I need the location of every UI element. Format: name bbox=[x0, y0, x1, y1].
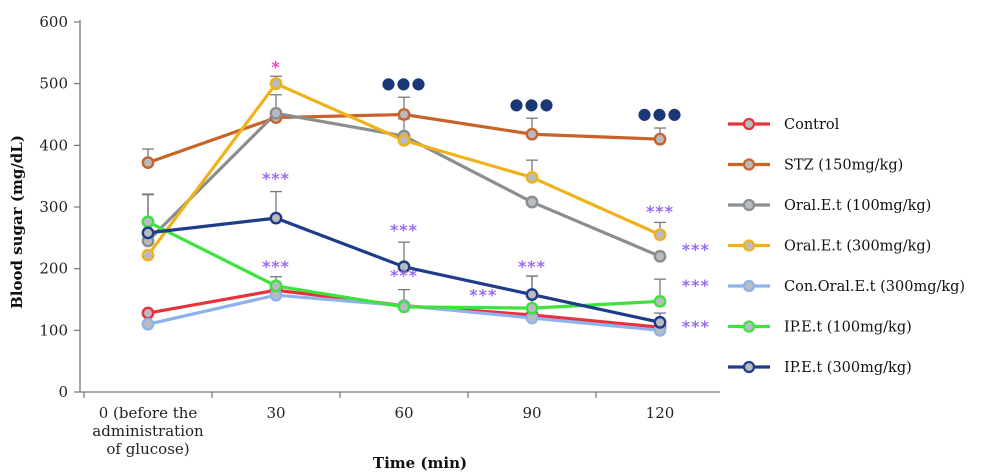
data-point bbox=[141, 226, 155, 240]
data-point bbox=[653, 294, 667, 308]
x-tick-label: 30 bbox=[266, 404, 285, 422]
data-point bbox=[397, 133, 411, 147]
legend-label: Oral.E.t (100mg/kg) bbox=[784, 198, 931, 214]
legend-swatch-marker bbox=[742, 320, 756, 333]
axes bbox=[74, 20, 720, 398]
legend-label: Oral.E.t (300mg/kg) bbox=[784, 239, 931, 255]
data-point bbox=[653, 315, 667, 329]
data-point bbox=[141, 306, 155, 320]
legend-label: Control bbox=[784, 117, 840, 133]
data-point bbox=[653, 228, 667, 242]
y-tick-labels: 0 100 200 300 400 500 600 bbox=[39, 13, 68, 401]
x-tick-label: 90 bbox=[522, 404, 541, 422]
data-point bbox=[653, 249, 667, 263]
significance-marker: *** bbox=[390, 266, 418, 285]
legend-swatch-marker bbox=[742, 158, 756, 171]
significance-marker: *** bbox=[682, 240, 710, 259]
x-tick-label: 0 (before the administration of glucose) bbox=[92, 404, 204, 458]
x-axis-title: Time (min) bbox=[373, 454, 467, 472]
significance-marker: *** bbox=[682, 317, 710, 336]
legend-label: IP.E.t (100mg/kg) bbox=[784, 320, 912, 336]
significance-marker: *** bbox=[469, 286, 497, 305]
legend: Control STZ (150mg/kg) Oral.E.t (100mg/kg)… bbox=[728, 117, 965, 376]
x-tick-label: 60 bbox=[394, 404, 413, 422]
x-tick-label: 120 bbox=[646, 404, 675, 422]
significance-marker: ●●● bbox=[638, 104, 683, 123]
significance-marker: *** bbox=[682, 276, 710, 295]
significance-marker: *** bbox=[518, 257, 546, 276]
y-tick-label: 400 bbox=[39, 136, 68, 154]
x-tick-labels: 0 (before the administration of glucose) 30… bbox=[92, 404, 674, 458]
legend-label: IP.E.t (300mg/kg) bbox=[784, 360, 912, 376]
data-point bbox=[141, 156, 155, 170]
error-bars bbox=[142, 75, 666, 323]
significance-marker: *** bbox=[390, 220, 418, 239]
y-tick-label: 0 bbox=[58, 383, 68, 401]
legend-label: Con.Oral.E.t (300mg/kg) bbox=[784, 279, 965, 295]
y-tick-label: 600 bbox=[39, 13, 68, 31]
significance-marker: ●●● bbox=[382, 74, 427, 93]
y-tick-label: 500 bbox=[39, 75, 68, 93]
data-point bbox=[269, 211, 283, 225]
legend-swatch-marker bbox=[742, 117, 756, 131]
legend-swatch-marker bbox=[742, 239, 756, 252]
series-points bbox=[141, 77, 667, 337]
data-point bbox=[525, 301, 539, 315]
significance-marker: ●●● bbox=[510, 95, 555, 114]
y-tick-label: 100 bbox=[39, 321, 68, 339]
data-point bbox=[525, 195, 539, 209]
data-point bbox=[653, 132, 667, 146]
significance-marker: *** bbox=[646, 202, 674, 221]
data-point bbox=[397, 300, 411, 314]
significance-annotations: * ●●● ●●● ●●● *** *** *** *** *** *** *** *** *** *** bbox=[262, 58, 710, 337]
y-tick-label: 300 bbox=[39, 198, 68, 216]
data-point bbox=[141, 248, 155, 262]
data-point bbox=[141, 317, 155, 331]
data-point bbox=[269, 279, 283, 293]
significance-marker: * bbox=[271, 58, 280, 77]
data-point bbox=[525, 170, 539, 184]
legend-swatch-marker bbox=[742, 360, 756, 374]
data-point bbox=[525, 127, 539, 141]
data-point bbox=[397, 108, 411, 121]
significance-marker: *** bbox=[262, 169, 290, 188]
legend-swatch-marker bbox=[742, 198, 756, 212]
data-point bbox=[525, 288, 539, 301]
data-point bbox=[141, 215, 155, 229]
legend-swatch-marker bbox=[742, 279, 756, 293]
data-point bbox=[397, 260, 411, 274]
legend-label: STZ (150mg/kg) bbox=[784, 158, 903, 174]
y-tick-label: 200 bbox=[39, 260, 68, 278]
significance-marker: *** bbox=[262, 257, 290, 276]
data-point bbox=[269, 106, 283, 120]
data-point bbox=[269, 77, 283, 91]
y-axis-title: Blood sugar (mg/dL) bbox=[8, 135, 26, 309]
